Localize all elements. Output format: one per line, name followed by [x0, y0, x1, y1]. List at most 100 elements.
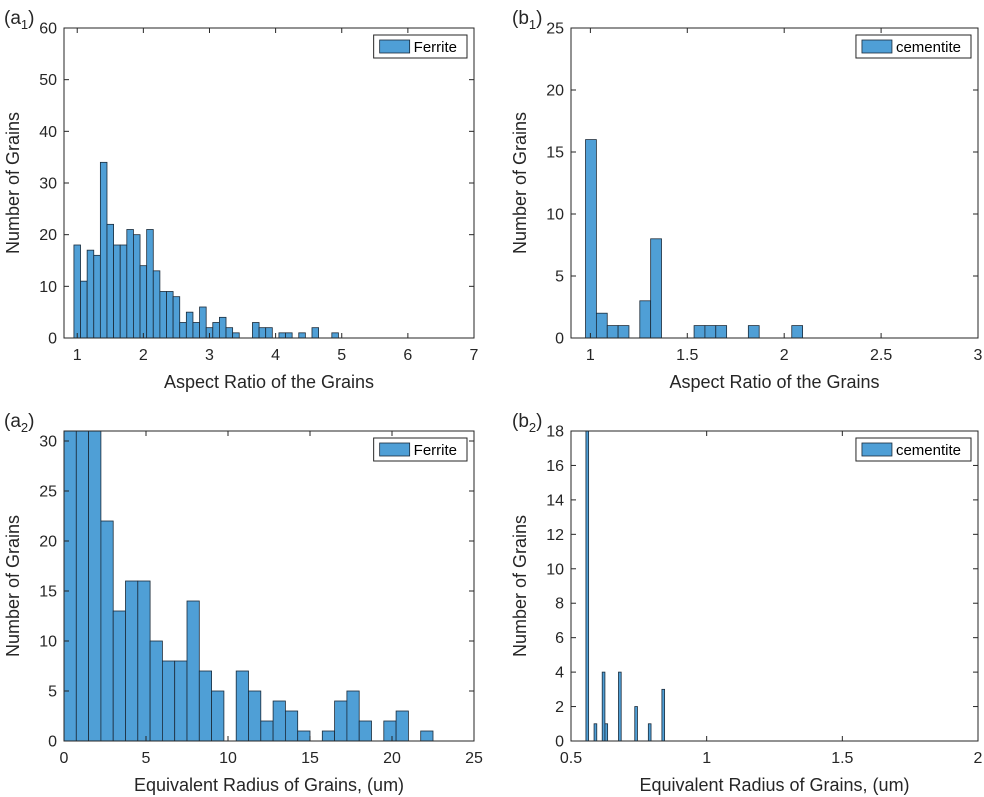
- histogram-bar: [100, 520, 114, 742]
- legend: cementite: [855, 437, 972, 462]
- y-tick-label: 10: [39, 279, 57, 296]
- x-tick-label: 2.5: [870, 347, 892, 364]
- x-tick-label: 15: [301, 750, 319, 767]
- histogram-bar: [166, 291, 174, 339]
- histogram-bar: [139, 265, 148, 339]
- histogram-bar: [137, 580, 151, 742]
- histogram-bar: [186, 600, 200, 742]
- chart-panel-1: 1 2 3 4 5 6 7 0 10 20 30 40 50 60 Aspect Ratio of the …: [3, 8, 479, 392]
- histogram-bar: [593, 723, 598, 742]
- histogram-bar: [272, 700, 286, 742]
- histogram-bar: [125, 580, 139, 742]
- histogram-bar: [93, 254, 101, 339]
- panel-label: (b2): [512, 411, 542, 435]
- x-tick-label: 5: [142, 750, 151, 767]
- histogram-bar: [617, 325, 630, 339]
- x-tick-label: 5: [337, 347, 346, 364]
- y-tick-label: 5: [555, 269, 564, 286]
- histogram-bar: [133, 234, 141, 339]
- y-tick-label: 8: [555, 596, 564, 613]
- y-axis-title: Number of Grains: [3, 112, 23, 254]
- x-tick-label: 2: [974, 750, 983, 767]
- x-axis-title: Equivalent Radius of Grains, (um): [639, 775, 909, 795]
- histogram-bar: [225, 327, 234, 339]
- chart-panel-2: 1 1.5 2 2.5 3 0 5 10 15 20 25 Aspect Ratio of the G…: [510, 8, 983, 392]
- histogram-bar: [704, 325, 717, 339]
- y-tick-label: 30: [39, 434, 57, 451]
- histogram-bar: [86, 249, 95, 339]
- histogram-bar: [647, 723, 652, 742]
- plot-area: [571, 431, 978, 741]
- histogram-bar: [172, 296, 181, 339]
- y-tick-label: 10: [546, 207, 564, 224]
- histogram-bar: [298, 332, 306, 339]
- histogram-bar: [106, 223, 114, 339]
- histogram-bar: [334, 700, 348, 742]
- plot-area: [571, 28, 978, 338]
- y-tick-label: 0: [555, 734, 564, 751]
- legend-label: cementite: [896, 39, 961, 56]
- histogram-bar: [258, 327, 267, 339]
- histogram-bar: [791, 325, 804, 339]
- histogram-bar: [284, 710, 299, 742]
- legend-label: cementite: [896, 442, 961, 459]
- y-tick-label: 20: [39, 534, 57, 551]
- y-tick-label: 15: [39, 584, 57, 601]
- histogram-bar: [232, 332, 240, 339]
- y-tick-label: 20: [546, 83, 564, 100]
- panel-label: (a1): [4, 8, 34, 32]
- y-tick-label: 2: [555, 699, 564, 716]
- y-tick-label: 14: [546, 492, 564, 509]
- legend-swatch: [861, 39, 893, 54]
- y-tick-label: 15: [546, 145, 564, 162]
- y-tick-label: 60: [39, 21, 57, 38]
- x-tick-label: 0: [60, 750, 69, 767]
- y-tick-label: 30: [39, 176, 57, 193]
- legend: cementite: [855, 34, 972, 59]
- y-tick-label: 25: [546, 21, 564, 38]
- y-tick-label: 0: [48, 331, 57, 348]
- histogram-bar: [395, 710, 409, 742]
- histogram-bar: [112, 610, 126, 742]
- histogram-bar: [159, 291, 167, 339]
- y-axis-title: Number of Grains: [3, 515, 23, 657]
- histogram-bar: [601, 671, 606, 742]
- y-tick-label: 18: [546, 424, 564, 441]
- histogram-bar: [747, 325, 760, 339]
- histogram-bar: [88, 430, 102, 742]
- legend-label: Ferrite: [414, 39, 457, 56]
- histogram-bar: [219, 316, 227, 339]
- histogram-bar: [265, 327, 273, 339]
- y-tick-label: 12: [546, 527, 564, 544]
- y-tick-label: 4: [555, 665, 564, 682]
- histogram-bar: [634, 706, 638, 742]
- x-axis-title: Aspect Ratio of the Grains: [669, 372, 879, 392]
- histogram-bar: [248, 690, 262, 742]
- histogram-bar: [80, 280, 88, 339]
- y-tick-label: 25: [39, 484, 57, 501]
- axes-box: [570, 27, 979, 339]
- histogram-bar: [604, 723, 609, 742]
- histogram-bar: [63, 430, 77, 742]
- legend-swatch: [861, 442, 893, 457]
- histogram-bar: [260, 720, 274, 742]
- histogram-bar: [149, 640, 163, 742]
- histogram-bar: [211, 690, 225, 742]
- histogram-bar: [179, 322, 187, 339]
- legend: Ferrite: [373, 437, 468, 462]
- y-axis-title: Number of Grains: [510, 112, 530, 254]
- histogram-bar: [595, 312, 608, 339]
- x-tick-label: 20: [383, 750, 401, 767]
- histogram-bar: [192, 322, 200, 339]
- histogram-bar: [185, 311, 194, 339]
- histogram-bar: [420, 730, 434, 742]
- histogram-bar: [606, 325, 619, 339]
- histogram-bar: [198, 670, 213, 742]
- histogram-bar: [650, 238, 662, 339]
- x-tick-label: 3: [974, 347, 983, 364]
- x-tick-label: 2: [139, 347, 148, 364]
- x-axis-title: Equivalent Radius of Grains, (um): [134, 775, 404, 795]
- histogram-bar: [235, 670, 249, 742]
- histogram-bar: [174, 660, 188, 742]
- x-tick-label: 10: [219, 750, 237, 767]
